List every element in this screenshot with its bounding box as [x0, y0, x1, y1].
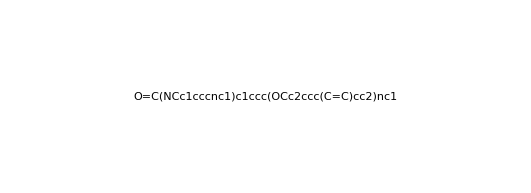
Text: O=C(NCc1cccnc1)c1ccc(OCc2ccc(C=C)cc2)nc1: O=C(NCc1cccnc1)c1ccc(OCc2ccc(C=C)cc2)nc1: [133, 91, 398, 102]
